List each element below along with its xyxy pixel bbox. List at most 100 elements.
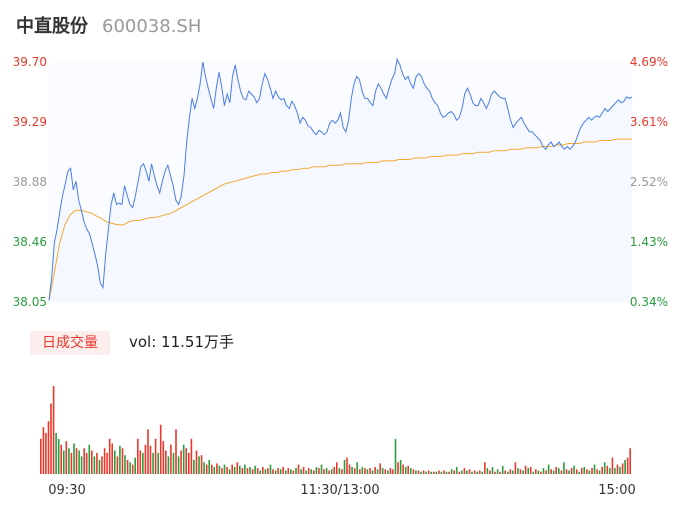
volume-bar <box>315 467 318 474</box>
volume-bar <box>274 470 277 474</box>
right-tick-label: 3.61% <box>630 115 668 129</box>
volume-bar <box>578 471 580 474</box>
volume-bar <box>269 464 272 474</box>
volume-bar <box>216 463 218 474</box>
volume-bar <box>522 470 524 474</box>
volume-bar <box>547 464 550 474</box>
volume-bar <box>177 456 180 474</box>
stock-header: 中直股份 600038.SH <box>16 12 201 40</box>
volume-bar <box>144 444 147 474</box>
volume-bar <box>267 468 269 474</box>
volume-bar <box>364 468 366 474</box>
volume-bar <box>450 469 453 474</box>
left-tick-label: 39.29 <box>13 115 47 129</box>
volume-bar <box>512 470 514 474</box>
volume-bar <box>277 468 279 474</box>
volume-bar <box>473 470 476 474</box>
left-tick-label: 38.46 <box>13 235 47 249</box>
time-tick-label: 09:30 <box>48 483 85 498</box>
volume-bar <box>529 467 532 474</box>
price-panel: 39.70 39.29 38.88 38.46 38.05 4.69% 3.61% 2.52… <box>13 55 668 309</box>
price-area-fill <box>49 59 632 302</box>
volume-bar <box>353 468 356 474</box>
time-tick-label: 11:30/13:00 <box>300 483 379 498</box>
volume-bar <box>297 464 300 474</box>
volume-bar <box>305 470 307 474</box>
volume-bar <box>328 470 330 474</box>
volume-bar <box>601 467 603 474</box>
volume-bar <box>568 470 570 474</box>
volume-bar <box>134 457 136 474</box>
right-tick-label: 4.69% <box>630 55 668 69</box>
volume-bar <box>560 470 563 474</box>
volume-bar <box>63 450 65 474</box>
volume-bar <box>468 469 471 474</box>
volume-bar <box>336 462 338 474</box>
volume-bar <box>527 468 529 474</box>
volume-bar <box>397 462 399 474</box>
volume-bar <box>70 452 73 474</box>
volume-bar <box>341 469 343 474</box>
volume-bar <box>190 438 193 474</box>
left-tick-label: 38.88 <box>13 175 47 189</box>
volume-bar <box>420 471 422 474</box>
volume-bar <box>427 470 430 474</box>
volume-bar <box>606 465 609 474</box>
volume-bar <box>42 427 45 474</box>
volume-bar <box>211 464 213 474</box>
volume-bar <box>387 470 389 474</box>
volume-bar <box>262 467 264 474</box>
volume-bar <box>537 470 540 474</box>
volume-bar <box>188 452 190 474</box>
stock-code: 600038.SH <box>102 16 202 37</box>
volume-bar <box>126 459 129 474</box>
volume-bar <box>588 470 591 474</box>
volume-bar <box>318 468 320 474</box>
volume-bar <box>119 445 121 474</box>
volume-bar <box>491 467 494 474</box>
volume-bar <box>131 464 134 474</box>
volume-bar <box>333 467 335 474</box>
volume-bar <box>180 450 182 474</box>
volume-bar <box>137 438 139 474</box>
price-line <box>48 57 633 301</box>
volume-bar <box>139 450 142 474</box>
volume-panel: 09:30 11:30/13:00 15:00 <box>40 386 636 498</box>
volume-bar <box>463 468 466 474</box>
volume-bar <box>111 443 113 474</box>
volume-bar <box>407 465 409 474</box>
daily-volume-tab[interactable]: 日成交量 <box>30 331 110 355</box>
stock-name: 中直股份 <box>16 16 88 37</box>
volume-bar <box>103 448 106 474</box>
volume-bar <box>149 445 152 474</box>
volume-bar <box>570 468 573 474</box>
volume-bar <box>461 470 463 474</box>
volume-bar <box>361 467 364 474</box>
volume-bar <box>239 465 241 474</box>
volume-bar <box>621 463 624 474</box>
volume-bar <box>251 469 254 474</box>
volume-bar <box>440 471 443 474</box>
volume-bar <box>346 457 348 474</box>
volume-bar <box>581 468 583 474</box>
volume-bars <box>40 386 631 474</box>
volume-bar <box>91 450 93 474</box>
volume-bar <box>256 468 259 474</box>
volume-bar <box>430 471 432 474</box>
volume-bar <box>573 465 575 474</box>
volume-bar <box>499 471 501 474</box>
volume-bar <box>389 468 392 474</box>
volume-bar <box>348 464 351 474</box>
volume-bar <box>484 462 486 474</box>
volume-bar <box>433 471 435 474</box>
volume-bar <box>496 469 499 474</box>
volume-bar <box>73 443 75 474</box>
volume-bar <box>458 471 461 474</box>
volume-bar <box>369 468 371 474</box>
volume-bar <box>320 464 323 474</box>
right-tick-label: 1.43% <box>630 235 668 249</box>
volume-bar <box>514 462 517 474</box>
volume-bar <box>200 455 203 474</box>
left-tick-label: 38.05 <box>13 295 47 309</box>
volume-bar <box>233 467 236 474</box>
